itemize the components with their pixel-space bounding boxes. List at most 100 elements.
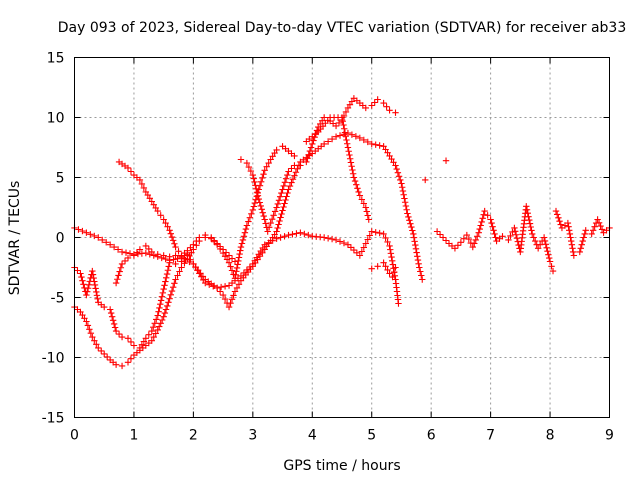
- data-point: [353, 181, 360, 188]
- data-point: [336, 238, 344, 245]
- data-point: [345, 148, 352, 155]
- data-point: [112, 361, 120, 368]
- data-point: [167, 291, 174, 299]
- data-point: [80, 281, 87, 288]
- data-point: [235, 281, 243, 288]
- y-axis-label: SDTVAR / TECUs: [7, 181, 23, 296]
- data-point: [103, 239, 110, 246]
- data-point: [158, 293, 166, 300]
- data-point: [168, 233, 176, 241]
- data-point: [344, 241, 352, 248]
- data-point: [480, 211, 487, 218]
- data-point: [231, 288, 239, 295]
- data-point: [254, 256, 261, 263]
- data-point: [309, 140, 316, 148]
- data-point: [150, 324, 157, 331]
- data-point: [148, 248, 155, 256]
- data-point: [217, 283, 225, 291]
- data-point: [366, 232, 373, 239]
- data-point: [115, 330, 123, 338]
- data-point: [409, 227, 416, 234]
- data-point: [511, 224, 518, 232]
- x-tick-label: 0: [70, 428, 79, 444]
- data-point: [270, 212, 277, 219]
- data-point: [165, 263, 172, 270]
- data-point: [552, 207, 560, 215]
- data-point: [598, 226, 606, 233]
- data-point: [159, 289, 167, 297]
- data-point: [543, 244, 550, 251]
- x-tick-label: 4: [308, 428, 317, 444]
- data-point: [528, 227, 535, 234]
- data-point: [376, 142, 383, 149]
- grid: [74, 57, 610, 418]
- data-point: [332, 122, 340, 130]
- data-point: [541, 237, 549, 245]
- data-point: [219, 246, 227, 253]
- data-point: [242, 225, 250, 233]
- data-point: [363, 208, 370, 215]
- data-point: [386, 107, 393, 114]
- data-point: [364, 138, 371, 146]
- data-point: [368, 228, 375, 235]
- data-point: [540, 234, 548, 241]
- data-point: [161, 309, 169, 317]
- data-point: [237, 243, 245, 251]
- data-point: [568, 241, 576, 248]
- data-point: [243, 159, 251, 167]
- data-point: [74, 267, 81, 274]
- data-point: [545, 251, 552, 258]
- data-point: [273, 235, 280, 242]
- data-point: [416, 264, 423, 271]
- data-point: [251, 178, 258, 186]
- data-point: [285, 168, 292, 175]
- data-point: [178, 264, 185, 271]
- data-point: [106, 306, 114, 313]
- data-point: [475, 229, 482, 236]
- data-point: [171, 280, 178, 287]
- data-point: [279, 207, 286, 214]
- data-point: [140, 184, 148, 192]
- data-point: [154, 326, 161, 334]
- data-point: [465, 235, 473, 243]
- data-point: [213, 284, 221, 292]
- data-point: [413, 249, 420, 256]
- y-tick-label: -5: [51, 291, 65, 307]
- data-point: [368, 102, 375, 109]
- data-point: [320, 114, 328, 121]
- data-point: [273, 204, 280, 211]
- data-point: [154, 207, 161, 215]
- data-point: [168, 287, 176, 295]
- data-point: [259, 249, 266, 257]
- data-point: [408, 223, 415, 231]
- data-point: [228, 296, 236, 303]
- data-point: [301, 230, 308, 238]
- data-point: [442, 237, 450, 244]
- data-point: [166, 253, 173, 260]
- data-point: [278, 210, 285, 218]
- data-point: [355, 188, 362, 196]
- data-point: [91, 232, 98, 240]
- data-point: [346, 151, 353, 159]
- data-point: [291, 152, 298, 160]
- data-point: [382, 234, 389, 242]
- data-point: [260, 170, 267, 178]
- data-point: [130, 342, 138, 349]
- data-point: [339, 118, 346, 125]
- data-point: [172, 243, 179, 251]
- data-point: [577, 245, 584, 252]
- data-point: [257, 202, 264, 210]
- data-point: [256, 199, 263, 206]
- data-point: [399, 187, 407, 195]
- data-point: [374, 263, 381, 270]
- data-point: [156, 304, 163, 312]
- data-point: [190, 241, 197, 248]
- data-point: [255, 195, 262, 203]
- data-point: [152, 330, 159, 337]
- data-point: [89, 333, 96, 341]
- data-point: [127, 168, 135, 175]
- data-point: [163, 270, 171, 278]
- data-point: [555, 214, 562, 222]
- data-point: [356, 192, 364, 199]
- data-point: [92, 285, 99, 292]
